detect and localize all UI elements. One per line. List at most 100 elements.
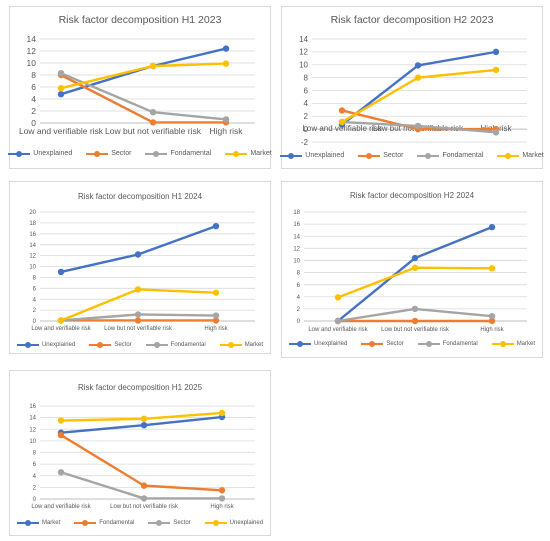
legend-label: Fondamental (442, 341, 478, 347)
y-tick-label: 0 (33, 319, 37, 325)
legend-swatch (225, 150, 248, 157)
y-tick-label: -2 (301, 138, 309, 147)
legend-swatch (491, 341, 514, 347)
chart-title: Risk factor decomposition H2 2023 (330, 14, 494, 26)
legend-item: Unexplained (204, 520, 263, 526)
y-tick-label: 12 (29, 427, 36, 433)
data-point (140, 495, 148, 502)
data-point (492, 66, 500, 74)
legend-swatch (89, 342, 112, 348)
legend-item: Sector (148, 520, 191, 526)
data-point (218, 409, 226, 417)
chart-legend: Unexplained Sector Fondamental Market (280, 152, 544, 159)
legend-label: Fondamental (99, 520, 135, 526)
x-tick-label: High risk (210, 504, 234, 510)
legend-label: Sector (383, 152, 404, 159)
x-tick-label: Low and verifiable risk (302, 124, 382, 133)
legend-item: Unexplained (280, 152, 344, 159)
chart-title: Risk factor decomposition H1 2025 (77, 383, 203, 392)
legend-swatch (16, 342, 39, 348)
legend-item: Fondamental (417, 152, 483, 159)
x-tick-label: Low and verifiable risk (308, 327, 368, 333)
data-point (414, 62, 422, 69)
legend-item: Market (225, 150, 272, 157)
y-tick-label: 8 (33, 276, 37, 282)
data-point (492, 48, 500, 56)
legend-swatch (148, 520, 171, 526)
x-tick-label: Low but not verifiable risk (105, 126, 202, 136)
legend-label: Fondamental (170, 150, 212, 157)
data-point (488, 265, 496, 272)
y-tick-label: 16 (293, 222, 300, 228)
legend-label: Market (516, 341, 536, 347)
data-point (134, 317, 142, 324)
x-tick-label: Low and verifiable risk (31, 504, 91, 510)
x-tick-label: Low and verifiable risk (19, 126, 104, 136)
data-point (334, 294, 342, 301)
legend-label: Fondamental (170, 342, 206, 348)
data-point (149, 119, 157, 126)
x-tick-label: Low and verifiable risk (31, 326, 91, 332)
legend-item: Sector (89, 342, 132, 348)
y-tick-label: 10 (29, 439, 36, 445)
data-point (134, 251, 142, 258)
data-point (57, 469, 65, 476)
y-tick-label: 2 (33, 308, 37, 314)
y-tick-label: 10 (293, 259, 300, 265)
legend-label: Market (41, 520, 61, 526)
legend-item: Market (219, 342, 263, 348)
data-point (218, 495, 226, 502)
data-point (134, 286, 142, 293)
legend-swatch (74, 520, 97, 526)
legend-item: Unexplained (288, 341, 347, 347)
data-point (488, 317, 496, 325)
legend-item: Fondamental (145, 342, 206, 348)
y-tick-label: 0 (33, 497, 37, 503)
x-tick-label: High risk (204, 326, 228, 332)
data-point (212, 222, 220, 230)
y-tick-label: 0 (31, 118, 36, 128)
series-line (60, 225, 217, 274)
data-point (411, 264, 419, 271)
legend-swatch (145, 150, 168, 157)
x-tick-label: High risk (209, 126, 243, 136)
y-tick-label: 6 (297, 283, 301, 289)
chart-legend: Unexplained Sector Fondamental Market (8, 150, 272, 157)
data-point (222, 60, 230, 67)
legend-swatch (219, 342, 242, 348)
data-point (57, 85, 65, 92)
legend-label: Sector (111, 150, 132, 157)
data-point (149, 109, 157, 116)
legend-swatch (361, 341, 384, 347)
data-point (222, 45, 230, 52)
legend-item: Fondamental (417, 341, 478, 347)
legend-label: Unexplained (41, 342, 76, 348)
data-point (140, 415, 148, 422)
legend-item: Unexplained (8, 150, 72, 157)
data-point (212, 312, 220, 319)
chart-panel-h1-2025: Risk factor decomposition H1 2025 0 2 4 6 8 1… (9, 370, 271, 536)
chart-legend: Market Fondamental Sector Unexplained (10, 520, 270, 526)
y-tick-label: 12 (29, 254, 36, 260)
y-tick-label: 6 (33, 286, 37, 292)
chart-panel-h2-2024: Risk factor decomposition H2 2024 0 2 4 6 8 1… (281, 181, 543, 358)
legend-label: Market (522, 152, 544, 159)
legend-swatch (288, 341, 311, 347)
legend-swatch (280, 152, 303, 159)
legend-label: Fondamental (442, 152, 484, 159)
chart-plot-h1-2023: 0 2 4 6 8 10 12 14 Low and verifiable risk Low bu… (19, 34, 255, 136)
data-point (140, 421, 148, 429)
y-tick-label: 18 (29, 221, 36, 227)
y-tick-label: 2 (31, 106, 36, 116)
legend-swatch (86, 150, 109, 157)
chart-panel-h2-2023: Risk factor decomposition H2 2023 -2 0 2 4 6… (280, 6, 544, 169)
legend-item: Sector (361, 341, 404, 347)
y-tick-label: 14 (29, 416, 36, 422)
data-point (411, 305, 419, 313)
chart-plot-h2-2024: 0 2 4 6 8 10 12 14 16 18 Low and verifiable risk Lo… (293, 210, 527, 333)
data-point (57, 91, 65, 98)
x-tick-label: Low but not verifiable risk (104, 326, 173, 332)
legend-swatch (204, 520, 227, 526)
data-point (414, 74, 422, 81)
